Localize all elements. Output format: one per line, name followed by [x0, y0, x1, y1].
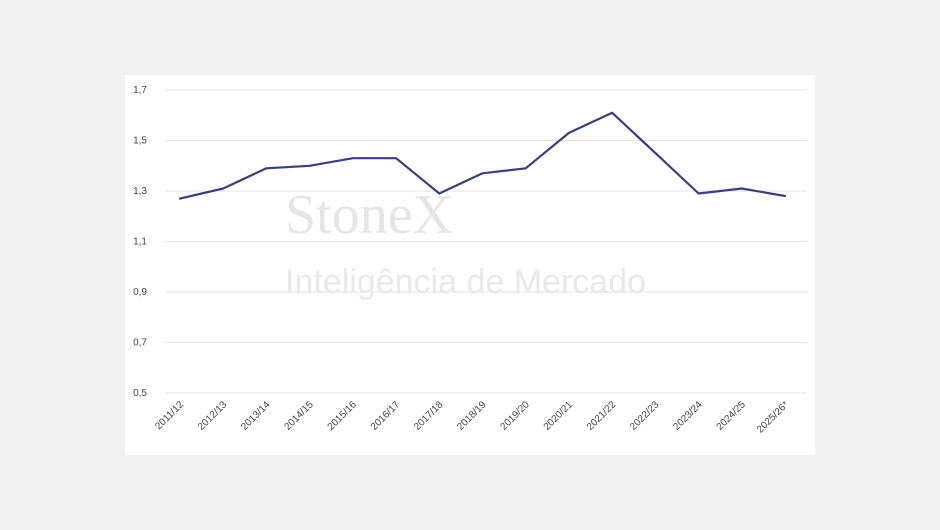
- x-tick-label: 2021/22: [585, 399, 619, 433]
- watermark-brand: StoneX: [285, 184, 453, 246]
- x-tick-label: 2025/26*: [755, 399, 791, 435]
- y-tick-label: 1,5: [133, 136, 147, 147]
- series-line: [178, 111, 787, 200]
- y-tick-label: 1,7: [133, 85, 147, 96]
- grid-layer: [165, 89, 807, 394]
- x-tick-label: 2022/23: [628, 399, 662, 433]
- x-tick-label: 2012/13: [196, 399, 230, 433]
- x-tick-label: 2016/17: [369, 399, 403, 433]
- y-tick-label: 0,5: [133, 388, 147, 399]
- x-axis-ticks: 2011/12 2012/13 2013/14 2014/15 2015/16 2016/…: [153, 399, 791, 435]
- x-tick-label: 2015/16: [326, 399, 360, 433]
- x-tick-label: 2018/19: [455, 399, 489, 433]
- x-tick-label: 2024/25: [715, 399, 749, 433]
- x-tick-label: 2014/15: [282, 399, 316, 433]
- x-tick-label: 2011/12: [153, 399, 186, 432]
- x-tick-label: 2020/21: [542, 399, 576, 433]
- x-tick-label: 2017/18: [412, 399, 446, 433]
- series-layer: [178, 111, 787, 200]
- line-chart: StoneX Inteligência de Mercado 0,5 0,7 0,9…: [133, 85, 807, 435]
- y-tick-label: 1,1: [133, 237, 147, 248]
- chart-card: StoneX Inteligência de Mercado 0,5 0,7 0,9…: [125, 75, 815, 455]
- x-tick-label: 2013/14: [239, 399, 273, 433]
- y-tick-label: 0,7: [133, 338, 147, 349]
- y-tick-label: 0,9: [133, 287, 147, 298]
- x-tick-label: 2023/24: [671, 399, 705, 433]
- x-tick-label: 2019/20: [498, 399, 532, 433]
- watermark-subtitle: Inteligência de Mercado: [285, 263, 646, 301]
- y-tick-label: 1,3: [133, 186, 147, 197]
- y-axis-ticks: 0,5 0,7 0,9 1,1 1,3 1,5 1,7: [133, 85, 147, 399]
- watermark: StoneX Inteligência de Mercado: [285, 184, 646, 301]
